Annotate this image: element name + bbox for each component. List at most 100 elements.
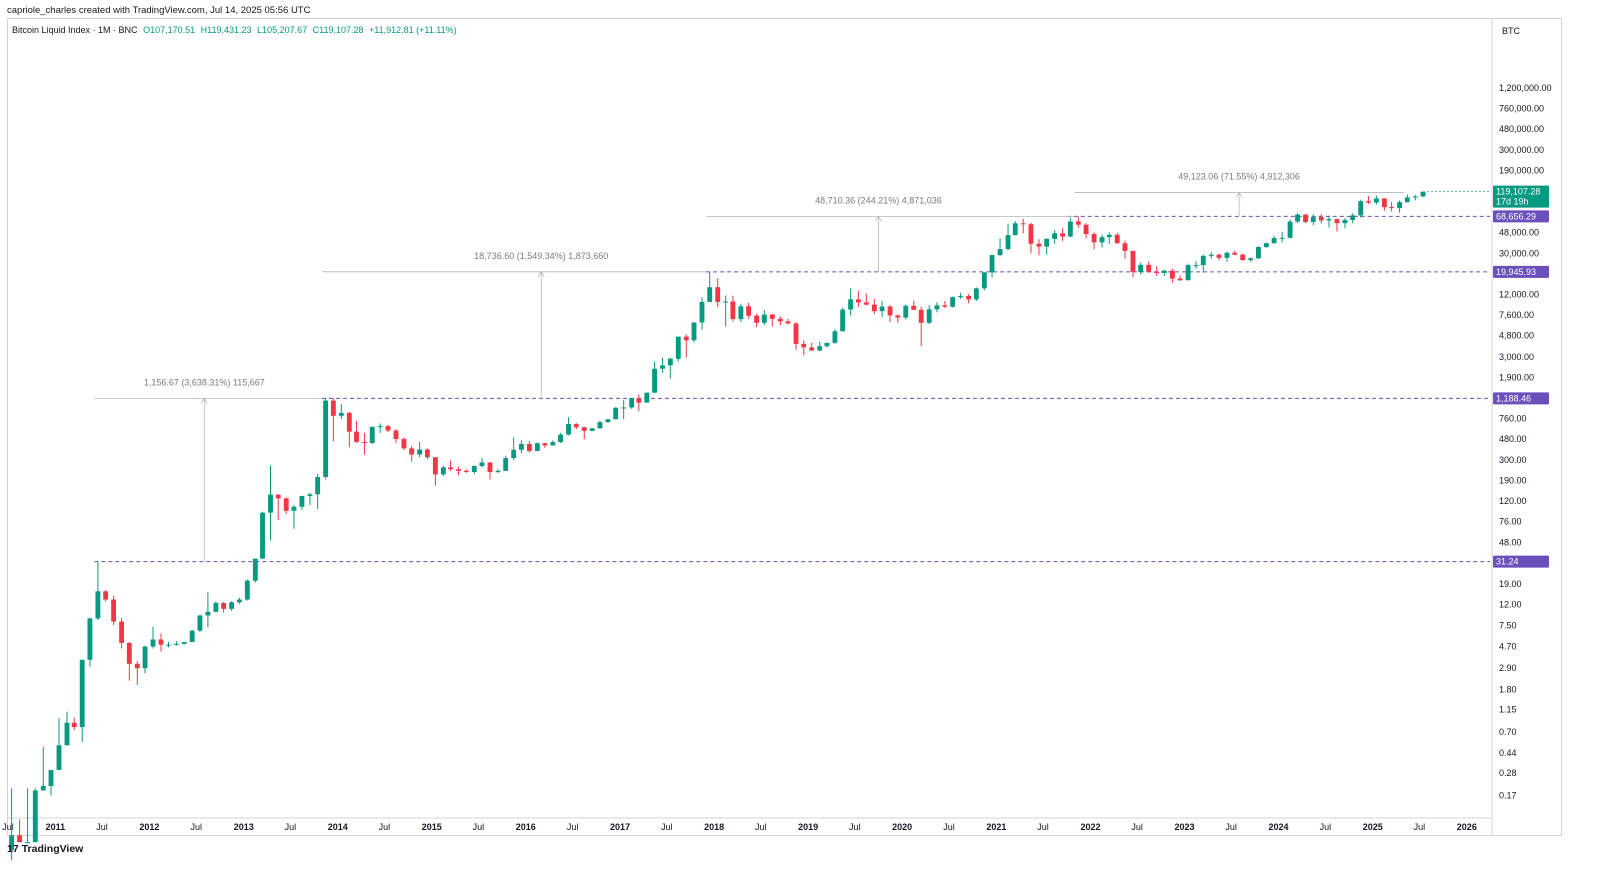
candle-down bbox=[221, 603, 227, 609]
candle-down bbox=[573, 424, 579, 428]
x-tick-label: 2021 bbox=[986, 822, 1006, 832]
candle-up bbox=[9, 835, 15, 851]
candle-down bbox=[966, 295, 972, 300]
candle-down bbox=[119, 621, 125, 643]
legend-close: C119,107.28 bbox=[312, 25, 364, 35]
candle-up bbox=[377, 426, 383, 428]
legend-open: O107,170.51 bbox=[143, 25, 196, 35]
candle-down bbox=[769, 314, 775, 319]
chart-frame[interactable] bbox=[7, 18, 1562, 836]
y-tick-label: 76.00 bbox=[1499, 517, 1522, 527]
candle-down bbox=[793, 323, 799, 344]
y-tick-label: 120.00 bbox=[1499, 496, 1527, 506]
candle-up bbox=[723, 301, 729, 303]
candle-up bbox=[252, 558, 258, 581]
candle-up bbox=[613, 407, 619, 420]
symbol-name: Bitcoin Liquid Index · 1M · BNC bbox=[12, 25, 138, 35]
candle-up bbox=[1373, 198, 1379, 203]
x-tick-label: 2025 bbox=[1363, 822, 1383, 832]
candle-up bbox=[205, 611, 211, 616]
candle-down bbox=[1083, 224, 1089, 235]
y-tick-label: 190,000.00 bbox=[1499, 166, 1544, 176]
candle-up bbox=[1044, 238, 1050, 247]
x-tick-label: 2011 bbox=[46, 822, 66, 832]
candle-down bbox=[275, 494, 281, 499]
candle-up bbox=[197, 615, 203, 631]
y-tick-label: 760,000.00 bbox=[1499, 104, 1544, 114]
y-tick-label: 4.70 bbox=[1499, 642, 1517, 652]
candle-up bbox=[142, 646, 148, 669]
x-tick-label: 2014 bbox=[328, 822, 348, 832]
level-price-label: 19,945.93 bbox=[1496, 267, 1536, 277]
candle-down bbox=[134, 663, 140, 669]
candle-up bbox=[181, 642, 187, 644]
candle-down bbox=[354, 431, 359, 442]
candle-up bbox=[511, 449, 517, 459]
symbol-legend[interactable]: Bitcoin Liquid Index · 1M · BNC O107,170… bbox=[12, 25, 460, 35]
y-tick-label: 300,000.00 bbox=[1499, 145, 1544, 155]
candle-up bbox=[981, 272, 987, 289]
candle-up bbox=[926, 309, 932, 323]
candle-down bbox=[746, 306, 752, 316]
measure-label: 48,710.36 (244.21%) 4,871,036 bbox=[815, 195, 942, 205]
candle-up bbox=[973, 288, 979, 300]
candle-up bbox=[518, 443, 524, 450]
candle-down bbox=[393, 430, 399, 440]
candle-up bbox=[589, 428, 595, 431]
y-tick-label: 1,200,000.00 bbox=[1499, 83, 1552, 93]
candle-down bbox=[1334, 219, 1340, 224]
candle-down bbox=[448, 467, 453, 470]
candle-up bbox=[558, 434, 563, 443]
x-tick-label: Jul bbox=[1320, 822, 1332, 832]
candle-down bbox=[1130, 250, 1136, 272]
tradingview-brand-label: TradingView bbox=[21, 843, 84, 855]
tradingview-brand[interactable]: 17 TradingView bbox=[7, 843, 83, 855]
y-tick-label: 3,000.00 bbox=[1499, 352, 1534, 362]
x-tick-label: Jul bbox=[285, 822, 297, 832]
candle-up bbox=[48, 769, 54, 786]
tradingview-logo-icon: 17 bbox=[7, 843, 19, 855]
candle-up bbox=[1271, 238, 1277, 244]
y-tick-label: 30,000.00 bbox=[1499, 249, 1539, 259]
candle-up bbox=[1161, 270, 1167, 273]
candle-up bbox=[64, 722, 70, 746]
candle-up bbox=[707, 287, 713, 302]
x-tick-label: 2016 bbox=[516, 822, 536, 832]
x-tick-label: 2023 bbox=[1174, 822, 1194, 832]
measure-arrowhead bbox=[200, 397, 208, 404]
candle-up bbox=[471, 466, 477, 473]
candle-up bbox=[824, 342, 830, 347]
candle-up bbox=[550, 442, 556, 446]
candle-up bbox=[229, 602, 235, 609]
candle-down bbox=[1365, 201, 1371, 203]
candle-down bbox=[346, 412, 352, 432]
candle-down bbox=[785, 321, 791, 324]
candle-up bbox=[675, 336, 681, 359]
candle-up bbox=[1005, 235, 1011, 250]
candle-up bbox=[761, 314, 767, 323]
candle-up bbox=[213, 603, 219, 612]
candle-down bbox=[855, 299, 861, 303]
candle-down bbox=[871, 304, 877, 312]
y-tick-label: 0.17 bbox=[1499, 790, 1517, 800]
candle-down bbox=[71, 722, 77, 728]
candle-up bbox=[236, 599, 242, 603]
legend-low: L105,207.67 bbox=[257, 25, 308, 35]
candle-up bbox=[1052, 233, 1058, 239]
candle-down bbox=[863, 302, 869, 305]
candle-down bbox=[754, 315, 760, 323]
measure-label: 49,123.06 (71.55%) 4,912,306 bbox=[1178, 171, 1300, 181]
candle-down bbox=[385, 426, 391, 431]
candle-up bbox=[1397, 202, 1403, 209]
candle-up bbox=[1208, 254, 1214, 256]
candle-up bbox=[534, 443, 540, 451]
candle-up bbox=[1420, 191, 1426, 197]
measure-arrowhead bbox=[875, 215, 882, 222]
candle-up bbox=[1342, 219, 1348, 224]
measure-arrowhead bbox=[537, 271, 545, 278]
measure-label: 18,736.60 (1,549.34%) 1,873,660 bbox=[474, 251, 608, 261]
candle-up bbox=[1099, 237, 1105, 243]
last-price-tag bbox=[1493, 185, 1549, 208]
last-price-label: 119,107.28 bbox=[1496, 187, 1540, 197]
